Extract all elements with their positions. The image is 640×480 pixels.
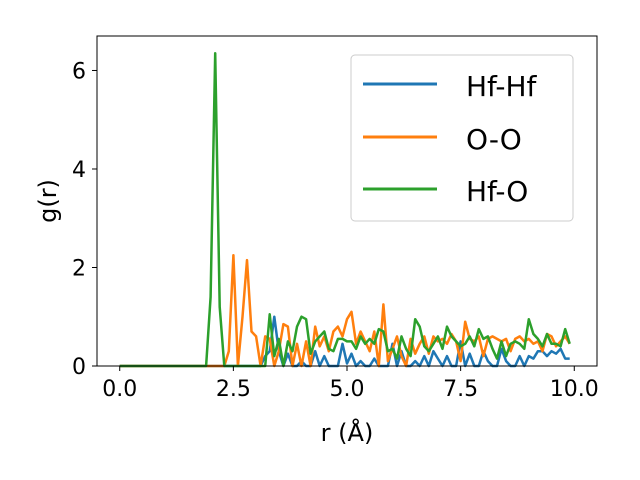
x-tick-label: 0.0 — [102, 377, 137, 402]
x-tick-label: 7.5 — [443, 377, 478, 402]
x-tick-label: 5.0 — [330, 377, 365, 402]
y-tick-label: 4 — [72, 158, 86, 183]
series-line-o-o — [119, 253, 571, 368]
legend-label-hf-hf: Hf-Hf — [466, 70, 538, 103]
x-axis-label: r (Å) — [321, 418, 374, 447]
legend-label-hf-o: Hf-O — [466, 175, 528, 208]
legend-label-o-o: O-O — [466, 123, 522, 156]
legend: Hf-Hf O-O Hf-O — [350, 54, 574, 222]
y-tick-label: 0 — [72, 355, 86, 380]
x-tick-label: 10.0 — [550, 377, 599, 402]
series-line-hf-o — [119, 51, 571, 368]
axis-ticks: 0.0 2.5 5.0 7.5 10.0 0 2 4 6 — [72, 59, 599, 402]
y-tick-label: 2 — [72, 256, 86, 281]
x-tick-label: 2.5 — [216, 377, 251, 402]
legend-box — [350, 54, 574, 222]
y-tick-label: 6 — [72, 59, 86, 84]
y-axis-label: g(r) — [34, 179, 62, 223]
